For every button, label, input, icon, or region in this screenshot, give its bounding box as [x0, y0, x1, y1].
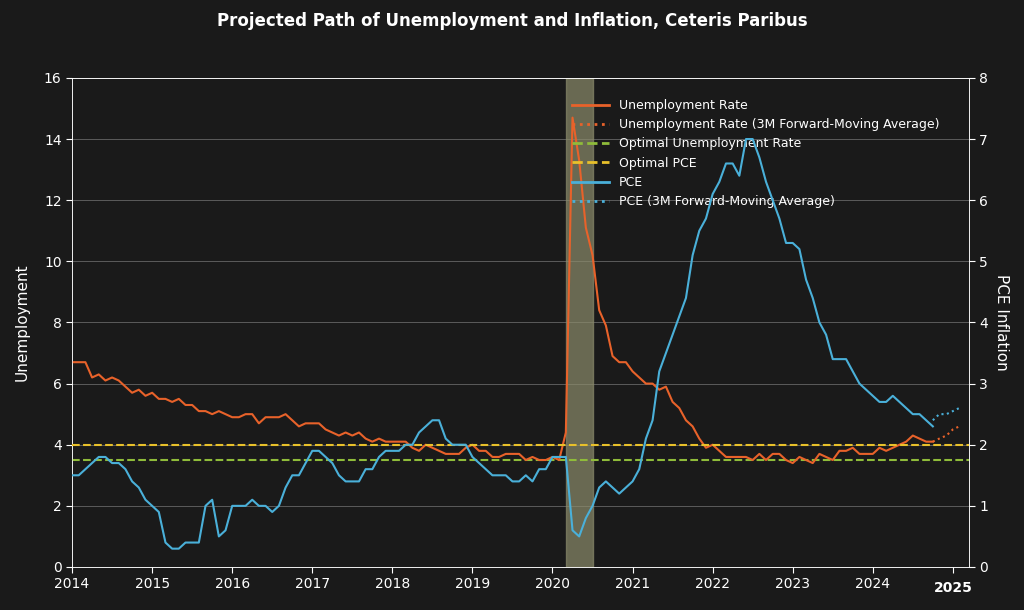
Y-axis label: Unemployment: Unemployment: [15, 264, 30, 381]
Bar: [566, 78, 593, 567]
Text: 2025: 2025: [934, 581, 973, 595]
Text: Projected Path of Unemployment and Inflation, Ceteris Paribus: Projected Path of Unemployment and Infla…: [217, 12, 807, 30]
Y-axis label: PCE Inflation: PCE Inflation: [994, 274, 1009, 371]
Legend: Unemployment Rate, Unemployment Rate (3M Forward-Moving Average), Optimal Unempl: Unemployment Rate, Unemployment Rate (3M…: [566, 94, 945, 213]
